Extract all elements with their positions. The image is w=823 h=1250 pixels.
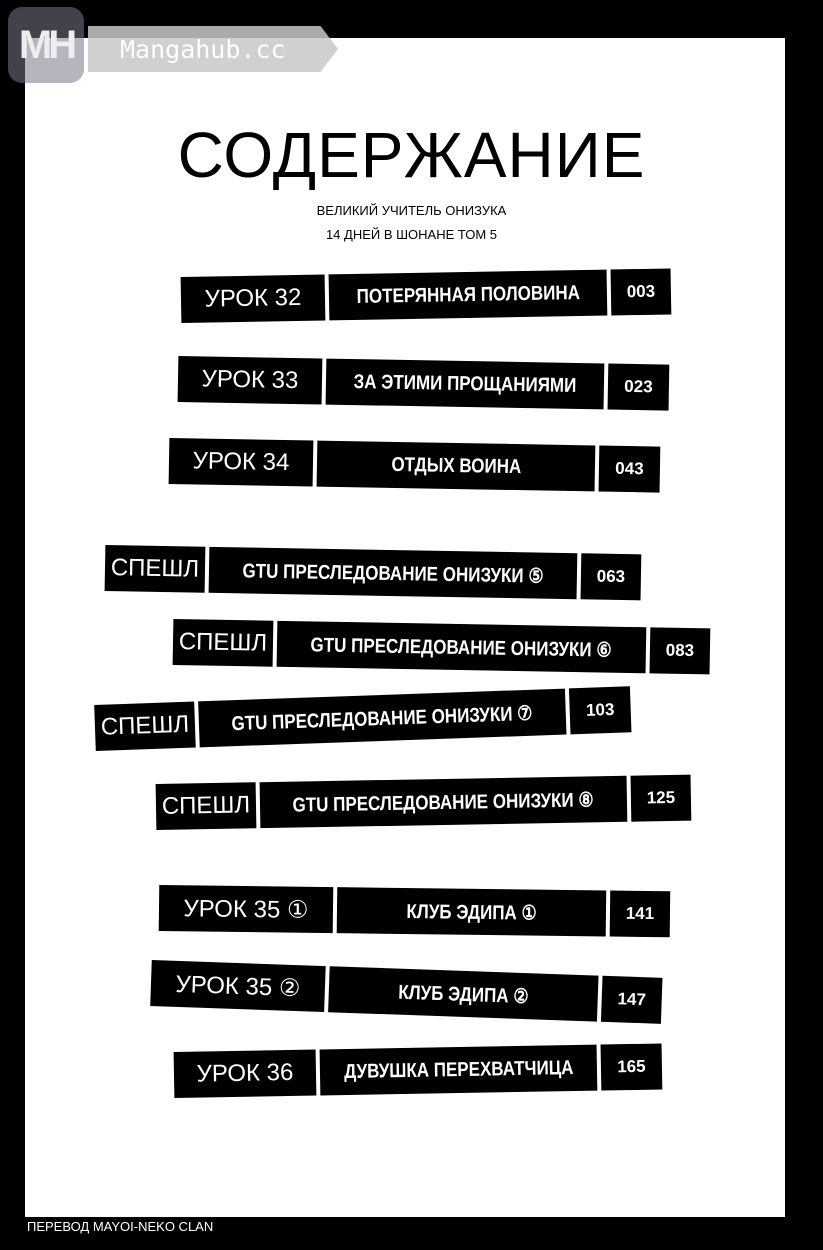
chapter-label: УРОК 35 ①: [158, 885, 334, 934]
chapter-label: УРОК 36: [173, 1049, 317, 1098]
chapter-label-text: СПЕШЛ: [161, 791, 251, 820]
translation-credit: ПЕРЕВОД MAYOI-NEKO CLAN: [27, 1219, 214, 1234]
toc-entry: УРОК 36 ДУВУШКА ПЕРЕХВАТЧИЦА 165: [173, 1043, 663, 1098]
page-title: СОДЕРЖАНИЕ: [177, 119, 646, 191]
chapter-label: СПЕШЛ: [94, 701, 196, 751]
page-number: 023: [607, 363, 670, 411]
page-number-text: 141: [625, 903, 655, 924]
page-number: 043: [598, 445, 661, 493]
chapter-title-text: КЛУБ ЭДИПА ②: [397, 981, 529, 1008]
toc-entry: СПЕШЛ GTU ПРЕСЛЕДОВАНИЕ ОНИЗУКИ ⑧ 125: [155, 774, 692, 830]
chapter-label-text: УРОК 34: [192, 447, 290, 477]
chapter-label-text: УРОК 32: [204, 283, 302, 313]
chapter-label: УРОК 35 ②: [150, 960, 326, 1013]
chapter-label-text: СПЕШЛ: [178, 628, 268, 657]
page-number-text: 003: [626, 281, 656, 302]
chapter-title-text: ОТДЫХ ВОИНА: [390, 453, 522, 478]
page-number-text: 147: [617, 989, 647, 1010]
chapter-label: СПЕШЛ: [172, 619, 274, 667]
chapter-label-text: СПЕШЛ: [110, 554, 200, 583]
chapter-label: УРОК 32: [180, 274, 326, 323]
chapter-title-text: КЛУБ ЭДИПА ①: [406, 900, 537, 925]
toc-entry: УРОК 35 ① КЛУБ ЭДИПА ① 141: [158, 885, 671, 938]
chapter-label: СПЕШЛ: [155, 782, 257, 830]
page-number-text: 023: [624, 376, 653, 397]
page-number-text: 165: [617, 1056, 646, 1077]
page-number-text: 125: [646, 787, 676, 808]
chapter-title: GTU ПРЕСЛЕДОВАНИЕ ОНИЗУКИ ⑥: [276, 620, 647, 674]
page-number: 165: [600, 1043, 663, 1091]
page-number: 063: [580, 553, 642, 601]
toc-entry: СПЕШЛ GTU ПРЕСЛЕДОВАНИЕ ОНИЗУКИ ⑥ 083: [172, 619, 711, 675]
chapter-title-text: ЗА ЭТИМИ ПРОЩАНИЯМИ: [353, 370, 577, 397]
chapter-label: УРОК 34: [168, 438, 314, 487]
chapter-title-text: GTU ПРЕСЛЕДОВАНИЕ ОНИЗУКИ ⑧: [292, 788, 595, 817]
page-number-text: 043: [615, 458, 644, 479]
chapter-title: ДУВУШКА ПЕРЕХВАТЧИЦА: [319, 1044, 598, 1096]
chapter-label: СПЕШЛ: [104, 545, 206, 593]
chapter-title-text: ПОТЕРЯННАЯ ПОЛОВИНА: [356, 281, 580, 308]
chapter-title: ЗА ЭТИМИ ПРОЩАНИЯМИ: [325, 358, 605, 410]
toc-entry: СПЕШЛ GTU ПРЕСЛЕДОВАНИЕ ОНИЗУКИ ⑤ 063: [104, 545, 642, 601]
page-number: 147: [600, 975, 663, 1024]
page-number: 103: [568, 686, 632, 735]
chapter-label-text: УРОК 35 ①: [183, 894, 309, 924]
page-number-text: 103: [585, 699, 615, 720]
chapter-label-text: УРОК 36: [196, 1058, 294, 1088]
chapter-title-text: ДУВУШКА ПЕРЕХВАТЧИЦА: [343, 1056, 574, 1083]
chapter-label: УРОК 33: [177, 356, 323, 405]
page-number: 141: [609, 890, 671, 938]
chapter-title-text: GTU ПРЕСЛЕДОВАНИЕ ОНИЗУКИ ⑤: [242, 559, 544, 588]
chapter-label-text: УРОК 35 ②: [175, 970, 301, 1002]
page-number: 003: [610, 268, 672, 316]
chapter-title: GTU ПРЕСЛЕДОВАНИЕ ОНИЗУКИ ⑧: [259, 775, 628, 829]
toc-entry: УРОК 32 ПОТЕРЯННАЯ ПОЛОВИНА 003: [180, 268, 672, 323]
watermark-site: Mangahub.cc: [88, 26, 338, 72]
page-number: 083: [649, 627, 711, 675]
page-number: 125: [630, 774, 692, 822]
chapter-label-text: СПЕШЛ: [100, 710, 190, 741]
chapter-title: GTU ПРЕСЛЕДОВАНИЕ ОНИЗУКИ ⑤: [208, 546, 578, 600]
chapter-label-text: УРОК 33: [201, 365, 299, 395]
toc-entry: УРОК 34 ОТДЫХ ВОИНА 043: [168, 438, 661, 493]
chapter-title-text: GTU ПРЕСЛЕДОВАНИЕ ОНИЗУКИ ⑦: [231, 702, 534, 735]
page-number-text: 063: [596, 566, 626, 587]
page-number-text: 083: [665, 640, 695, 661]
chapter-title: ПОТЕРЯННАЯ ПОЛОВИНА: [328, 269, 608, 321]
subtitle-series: ВЕЛИКИЙ УЧИТЕЛЬ ОНИЗУКА: [316, 203, 507, 218]
watermark-logo: MH: [8, 7, 84, 83]
chapter-title-text: GTU ПРЕСЛЕДОВАНИЕ ОНИЗУКИ ⑥: [310, 633, 613, 662]
chapter-title: ОТДЫХ ВОИНА: [316, 440, 596, 492]
chapter-title: КЛУБ ЭДИПА ②: [328, 966, 599, 1022]
subtitle-volume: 14 ДНЕЙ В ШОНАНЕ ТОМ 5: [325, 227, 498, 242]
watermark: MH Mangahub.cc: [8, 7, 338, 83]
chapter-title: КЛУБ ЭДИПА ①: [336, 887, 607, 937]
toc-entry: УРОК 33 ЗА ЭТИМИ ПРОЩАНИЯМИ 023: [177, 356, 670, 411]
